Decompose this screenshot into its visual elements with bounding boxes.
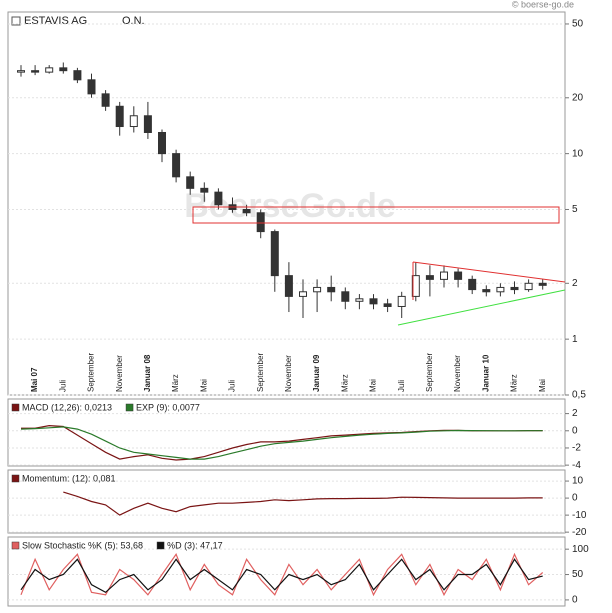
candle-body: [538, 282, 547, 286]
y-tick-label: -10: [572, 510, 587, 521]
y-tick-label: 0: [572, 425, 578, 436]
x-tick-label: November: [453, 355, 462, 392]
y-tick-label: -4: [572, 460, 581, 471]
y-tick-label: 10: [572, 148, 584, 159]
candle-body: [411, 275, 420, 297]
y-tick-label: 0,5: [572, 390, 586, 401]
candle-body: [468, 278, 477, 291]
trend-drawing: [192, 206, 560, 224]
candle-body: [200, 187, 209, 193]
legend-checkbox: [11, 16, 21, 26]
chart-subtitle: O.N.: [122, 15, 145, 27]
x-tick-label: Januar 09: [312, 354, 321, 392]
candle-body: [87, 79, 96, 95]
chart-title: ESTAVIS AG: [24, 15, 87, 27]
x-tick-label: Mai: [538, 379, 547, 392]
candle-body: [327, 286, 336, 293]
x-tick-label: Juli: [397, 380, 406, 392]
candle-body: [101, 93, 110, 107]
y-tick-label: 50: [572, 569, 584, 580]
x-tick-label: Mai: [199, 379, 208, 392]
series-line: [63, 491, 543, 516]
x-tick-label: November: [284, 355, 293, 392]
candle-body: [73, 70, 82, 81]
series-line: [20, 426, 543, 460]
candle-body: [299, 291, 307, 297]
candle-body: [524, 282, 533, 291]
candle-body: [369, 298, 378, 305]
candle-body: [270, 231, 279, 277]
legend-label: EXP (9): 0,0077: [136, 402, 200, 412]
candle-body: [242, 208, 251, 214]
legend-swatch: [11, 403, 20, 412]
candle-body: [256, 212, 265, 233]
x-tick-label: November: [115, 355, 124, 392]
legend-label: Momentum: (12): 0,081: [22, 473, 116, 483]
x-tick-label: Juli: [58, 380, 67, 392]
legend-swatch: [11, 541, 20, 550]
candle-body: [397, 295, 406, 307]
candle-body: [482, 289, 491, 293]
x-tick-label: Januar 08: [143, 354, 152, 392]
candle-body: [496, 286, 505, 293]
macd-panel: [7, 398, 566, 467]
legend-label: %D (3): 47,17: [167, 540, 223, 550]
candle-body: [158, 131, 166, 155]
y-tick-label: -20: [572, 527, 587, 538]
y-tick-label: 0: [572, 595, 578, 606]
candle-body: [440, 271, 448, 280]
legend-label: Slow Stochastic %K (5): 53,68: [22, 540, 143, 550]
candle-body: [31, 70, 40, 73]
series-line: [20, 558, 543, 594]
y-tick-label: 20: [572, 92, 584, 103]
trend-drawing: [412, 261, 566, 283]
x-tick-label: Januar 10: [481, 354, 490, 392]
candle-body: [383, 303, 392, 307]
y-tick-label: 2: [572, 278, 578, 289]
candle-body: [17, 70, 25, 73]
candle-body: [510, 286, 519, 291]
candle-body: [284, 275, 293, 297]
x-tick-label: Mai: [369, 379, 378, 392]
candle-body: [45, 67, 54, 73]
y-tick-label: 10: [572, 476, 584, 487]
x-tick-label: März: [510, 374, 519, 392]
candle-body: [59, 67, 68, 72]
trend-drawing: [397, 289, 566, 326]
main-panel: [7, 11, 566, 396]
source: © boerse-go.de: [512, 0, 574, 9]
momentum-panel: [7, 469, 566, 534]
x-tick-label: März: [340, 374, 349, 392]
candle-body: [115, 105, 124, 128]
y-tick-label: 1: [572, 334, 578, 345]
x-tick-label: September: [425, 353, 434, 392]
y-tick-label: 2: [572, 408, 578, 419]
x-tick-label: Juli: [228, 380, 237, 392]
candle-body: [172, 153, 181, 178]
y-tick-label: 100: [572, 544, 589, 555]
candle-body: [143, 115, 152, 133]
y-tick-label: 5: [572, 204, 578, 215]
candle-body: [425, 275, 434, 280]
legend-swatch: [11, 474, 20, 483]
candle-body: [214, 191, 223, 206]
candle-body: [313, 286, 322, 293]
legend-swatch: [125, 403, 134, 412]
y-tick-label: 50: [572, 19, 584, 30]
candle-body: [355, 298, 364, 302]
x-tick-label: März: [171, 374, 180, 392]
x-tick-label: Mai 07: [30, 367, 39, 392]
legend-swatch: [156, 541, 165, 550]
y-tick-label: -2: [572, 443, 581, 454]
candle-body: [341, 291, 350, 302]
legend-label: MACD (12,26): 0,0213: [22, 402, 112, 412]
x-tick-label: September: [256, 353, 265, 392]
candle-body: [454, 271, 463, 280]
y-tick-label: 0: [572, 493, 578, 504]
candle-body: [129, 115, 138, 128]
candle-body: [186, 176, 195, 189]
x-tick-label: September: [87, 353, 96, 392]
